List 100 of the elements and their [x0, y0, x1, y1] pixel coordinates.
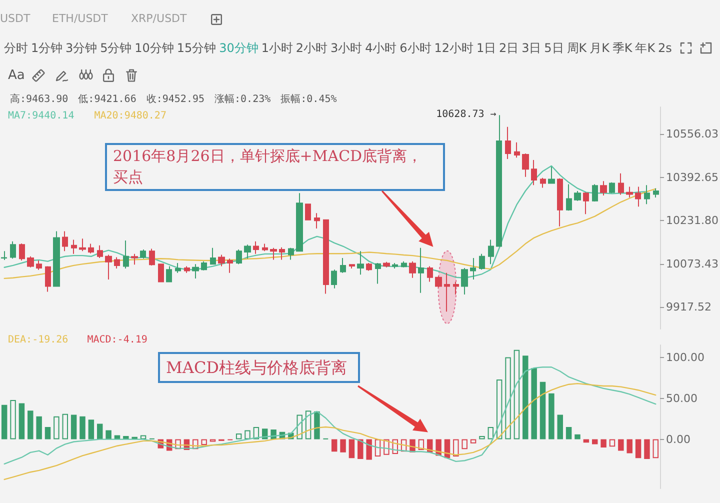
- candlestick: [192, 264, 199, 279]
- bar: [522, 356, 528, 440]
- candlestick: [227, 258, 233, 274]
- candlestick: [27, 256, 34, 268]
- candlestick: [435, 276, 442, 288]
- candlestick: [548, 166, 555, 184]
- bar: [488, 427, 494, 440]
- bar: [583, 439, 590, 443]
- candlestick: [149, 248, 155, 266]
- text: USDT: [0, 12, 30, 26]
- candlestick: [540, 177, 546, 188]
- candlestick: [340, 258, 346, 274]
- candlestick: [236, 249, 242, 265]
- candlestick: [140, 249, 146, 260]
- text: XRP/USDT: [131, 12, 187, 26]
- bar: [592, 439, 598, 444]
- candlestick: [323, 219, 329, 294]
- candlestick: [409, 260, 416, 278]
- candlestick: [296, 192, 303, 252]
- bar: [97, 424, 103, 440]
- bar: [70, 414, 77, 440]
- y-tick-label: 0.00: [666, 432, 690, 446]
- candlestick: [184, 266, 190, 274]
- candlestick: [218, 254, 225, 267]
- candlestick: [566, 184, 572, 212]
- bar: [88, 420, 94, 440]
- annotation: 10628.73 →: [436, 109, 496, 122]
- candlestick: [62, 230, 68, 252]
- candlestick: [79, 238, 86, 252]
- candlestick: [19, 243, 25, 262]
- bar: [462, 439, 468, 450]
- candlestick: [71, 239, 77, 254]
- line-series: [4, 165, 648, 278]
- bar: [358, 439, 364, 459]
- text: 分时: [4, 41, 28, 55]
- bar: [314, 411, 320, 440]
- bar: [253, 427, 260, 440]
- candlestick: [270, 247, 277, 260]
- candlestick: [123, 240, 129, 269]
- text: 15分钟: [176, 41, 216, 55]
- bar: [340, 439, 346, 452]
- text: 5分钟: [100, 41, 132, 55]
- bar: [296, 414, 302, 440]
- text: 高:9463.90: [10, 94, 68, 106]
- candlestick: [97, 244, 103, 259]
- bar: [644, 439, 650, 459]
- candlestick: [618, 172, 624, 196]
- text: MA7:9440.14: [8, 110, 74, 122]
- bar: [557, 414, 563, 440]
- bar: [236, 434, 242, 440]
- text: 周K: [566, 41, 587, 55]
- candlestick: [583, 192, 589, 215]
- candlestick: [10, 240, 16, 260]
- bar: [418, 439, 424, 450]
- bar: [470, 439, 476, 444]
- text: 年K: [635, 41, 656, 55]
- bar: [566, 427, 572, 440]
- candlestick: [479, 253, 485, 270]
- candlestick: [401, 260, 407, 268]
- text: 1分钟: [30, 41, 63, 55]
- candlestick: [461, 267, 468, 296]
- candlestick: [314, 212, 320, 230]
- candlestick: [453, 281, 459, 296]
- candlestick: [600, 180, 607, 196]
- bar: [600, 439, 606, 448]
- bar: [392, 439, 398, 454]
- y-tick-label: 9917.52: [666, 300, 712, 314]
- candlestick: [131, 253, 138, 266]
- candlestick: [418, 247, 424, 294]
- line-series: [4, 188, 656, 280]
- text: ETH/USDT: [52, 12, 108, 26]
- candlestick: [1, 250, 7, 260]
- candlestick: [592, 184, 598, 202]
- text: 10分钟: [134, 41, 174, 55]
- text: DEA:-19.26: [8, 334, 68, 346]
- bar: [18, 403, 25, 440]
- bar: [635, 439, 642, 458]
- text: 1小时: [261, 41, 293, 55]
- bar: [331, 439, 338, 452]
- candlestick: [427, 266, 433, 282]
- text: Aa: [8, 68, 25, 84]
- bar: [384, 439, 390, 455]
- bar: [210, 439, 216, 442]
- text: 2小时: [296, 41, 328, 55]
- text: 低:9421.66: [78, 94, 136, 106]
- bar: [479, 436, 485, 440]
- bar: [54, 416, 60, 440]
- bar: [505, 357, 511, 440]
- text: 2s: [658, 41, 672, 55]
- y-tick-label: 10392.65: [666, 170, 718, 184]
- text: 6小时: [400, 41, 432, 55]
- bar: [374, 439, 381, 457]
- bar: [348, 439, 355, 458]
- bar: [453, 439, 459, 457]
- bar: [44, 427, 51, 440]
- bar: [140, 435, 146, 440]
- bar: [192, 439, 198, 450]
- bar: [62, 414, 68, 440]
- candlestick: [531, 160, 537, 186]
- text: 3小时: [330, 41, 362, 55]
